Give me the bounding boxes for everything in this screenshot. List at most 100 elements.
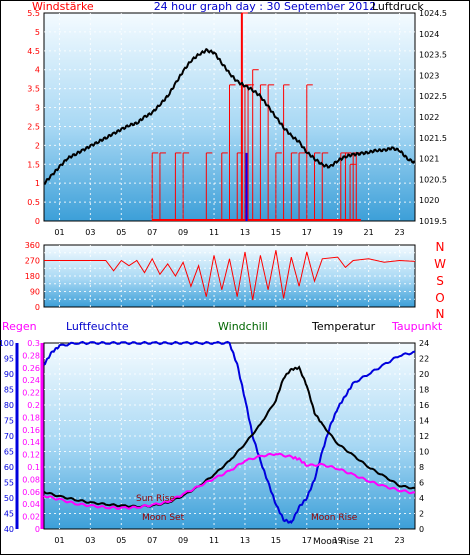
rain-axis: 0 0.02 0.04 0.06 0.08 0.1 0.12 0.14 0.16 0.18 0.2 0… [22, 339, 44, 534]
direction-label-n2: N [436, 307, 445, 321]
direction-tick-label: 90 [30, 288, 40, 297]
page-title: 24 hour graph day : 30 September 2012 [154, 0, 377, 13]
pressure-tick-label: 1021 [419, 155, 439, 164]
legend-dewpoint: Taupunkt [391, 320, 443, 333]
humidity-tick-label: 55 [4, 479, 14, 488]
pressure-tick-label: 1019.5 [419, 217, 447, 226]
x-tick-label: 01 [54, 228, 64, 237]
x-tick-label: 03 [85, 536, 95, 545]
humidity-axis: 40 45 50 55 60 65 70 75 80 85 90 95 100 [0, 339, 19, 534]
rain-tick-label: 0.22 [22, 389, 40, 398]
rain-tick-label: 0.06 [22, 488, 40, 497]
wind-tick-label: 0.5 [27, 198, 40, 207]
moon-rise-axis-label: Moon Rise [313, 537, 360, 547]
rain-tick-label: 0.3 [27, 339, 40, 348]
humidity-tick-label: 50 [4, 494, 14, 503]
humidity-tick-label: 100 [0, 339, 14, 348]
rain-tick-label: 0.1 [27, 463, 40, 472]
x-tick-label: 13 [240, 228, 250, 237]
temperature-tick-label: 16 [419, 401, 429, 410]
x-tick-label: 23 [394, 536, 404, 545]
wind-speed-bars [151, 12, 363, 221]
direction-tick-label: 360 [25, 241, 40, 250]
panel3-x-axis: 01 03 05 07 09 11 13 15 17 19 21 23 [54, 536, 404, 545]
x-tick-label: 15 [271, 536, 281, 545]
pressure-tick-label: 1023 [419, 71, 439, 80]
pressure-tick-label: 1022 [419, 113, 439, 122]
temperature-tick-label: 2 [419, 510, 424, 519]
x-tick-label: 21 [364, 228, 374, 237]
temperature-tick-label: 8 [419, 463, 424, 472]
wind-direction-line [44, 250, 416, 301]
rain-tick-label: 0.16 [22, 426, 40, 435]
x-tick-label: 07 [147, 228, 157, 237]
x-tick-label: 01 [54, 536, 64, 545]
dewpoint-line [43, 452, 416, 510]
x-tick-label: 03 [85, 228, 95, 237]
x-tick-label: 15 [271, 228, 281, 237]
temperature-tick-label: 0 [419, 525, 424, 534]
direction-axis: 0 90 180 270 360 [25, 241, 40, 312]
direction-label-s: S [436, 274, 444, 288]
legend-temperature: Temperatur [311, 320, 376, 333]
direction-tick-label: 0 [35, 303, 40, 312]
wind-tick-label: 5.5 [27, 9, 40, 18]
wind-tick-label: 3.5 [27, 85, 40, 94]
direction-label-w: W [434, 257, 446, 271]
rain-tick-label: 0.2 [27, 401, 40, 410]
pressure-tick-label: 1024.5 [419, 9, 447, 18]
wind-axis-title: Windstärke [32, 0, 94, 13]
pressure-tick-label: 1021.5 [419, 134, 447, 143]
x-tick-label: 05 [116, 228, 126, 237]
pressure-tick-label: 1020 [419, 196, 439, 205]
legend-rain: Regen [2, 320, 37, 333]
direction-label-o: O [435, 291, 444, 305]
x-tick-label: 19 [333, 536, 343, 545]
humidity-tick-label: 45 [4, 510, 14, 519]
humidity-tick-label: 80 [4, 401, 14, 410]
rain-tick-label: 0.04 [22, 500, 40, 509]
rain-tick-label: 0.26 [22, 364, 40, 373]
temperature-tick-label: 18 [419, 386, 429, 395]
temperature-line [43, 365, 416, 508]
x-tick-label: 23 [394, 228, 404, 237]
moon-rise-label: Moon Rise [311, 513, 358, 523]
sun-rise-label: Sun Rise [136, 494, 175, 504]
humidity-tick-label: 60 [4, 463, 14, 472]
rain-tick-label: 0.28 [22, 351, 40, 360]
humidity-tick-label: 95 [4, 355, 14, 364]
wind-tick-label: 2 [35, 141, 40, 150]
pressure-axis-title: Luftdruck [372, 0, 424, 13]
humidity-tick-label: 85 [4, 386, 14, 395]
wind-tick-label: 4 [35, 66, 40, 75]
humidity-tick-label: 90 [4, 370, 14, 379]
humidity-tick-label: 40 [4, 525, 14, 534]
wind-tick-label: 0 [35, 217, 40, 226]
x-tick-label: 19 [333, 228, 343, 237]
direction-label-n1: N [436, 240, 445, 254]
rain-tick-label: 0 [35, 525, 40, 534]
pressure-axis: 1019.5 1020 1020.5 1021 1021.5 1022 1022.5 1023… [419, 9, 447, 226]
humidity-line [43, 340, 416, 524]
x-tick-label: 11 [209, 228, 219, 237]
pressure-tick-label: 1020.5 [419, 175, 447, 184]
rain-tick-label: 0.08 [22, 475, 40, 484]
x-tick-label: 09 [178, 536, 188, 545]
x-tick-label: 13 [240, 536, 250, 545]
wind-tick-label: 1 [35, 179, 40, 188]
panel1-x-axis: 01 03 05 07 09 11 13 15 17 19 21 23 [54, 228, 404, 237]
wind-tick-label: 3 [35, 104, 40, 113]
direction-tick-label: 270 [25, 257, 40, 266]
x-tick-label: 05 [116, 536, 126, 545]
temperature-tick-label: 14 [419, 417, 429, 426]
temperature-tick-label: 10 [419, 448, 429, 457]
wind-speed-axis: 0 0.5 1 1.5 2 2.5 3 3.5 4 4.5 5 5.5 [27, 9, 40, 226]
temperature-tick-label: 22 [419, 355, 429, 364]
x-tick-label: 17 [302, 536, 312, 545]
rain-tick-label: 0.12 [22, 451, 40, 460]
temperature-tick-label: 12 [419, 432, 429, 441]
humidity-tick-label: 70 [4, 432, 14, 441]
temperature-tick-label: 4 [419, 494, 424, 503]
